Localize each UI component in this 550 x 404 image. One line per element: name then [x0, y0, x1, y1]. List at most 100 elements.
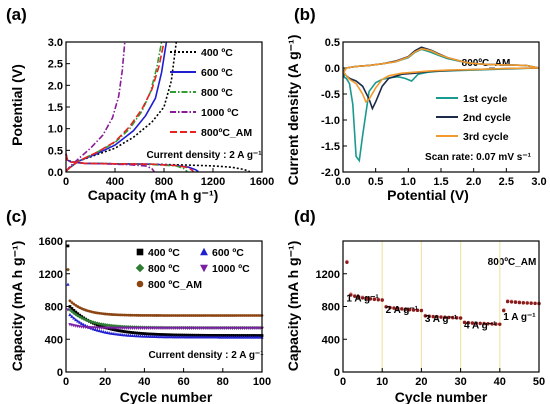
c-series-point: [129, 330, 133, 334]
c-series-point: [95, 328, 100, 332]
c-series-point: [137, 313, 140, 317]
c-series-point: [141, 332, 144, 335]
c-series-point: [99, 329, 103, 333]
a-legend-label: 400 ºC: [201, 47, 233, 59]
a-xtick-label: 400: [106, 176, 124, 188]
c-series-point: [207, 314, 211, 317]
d-xtick-label: 50: [533, 376, 545, 388]
c-series-point: [158, 314, 162, 317]
c-series-point: [188, 314, 191, 317]
c-series-point: [203, 314, 207, 317]
c-series-point: [117, 324, 121, 329]
c-legend-label: 400 ºC: [148, 247, 180, 259]
a-ytick-label: 3.0: [48, 37, 63, 49]
d-series-point: [384, 305, 388, 309]
c-series-point: [143, 332, 146, 336]
c-series-point: [152, 314, 156, 317]
c-series-point: [139, 313, 142, 317]
c-series-point: [252, 314, 256, 317]
panel-b-label: (b): [294, 5, 316, 24]
a-series-charge-line: [65, 41, 126, 172]
c-series-point: [172, 314, 176, 317]
c-series-point: [74, 310, 78, 314]
c-legend-marker: [135, 263, 145, 273]
d-xtick-label: 30: [454, 376, 466, 388]
c-series-point: [168, 314, 172, 317]
panel-c-ylabel: Capacity (mA h g⁻¹): [9, 241, 25, 372]
panel-b-sample-label: 800ºC_AM: [462, 58, 511, 69]
c-series-point: [95, 321, 100, 326]
d-series-point: [388, 306, 392, 310]
d-series-point: [439, 315, 443, 319]
a-ytick-label: 0.5: [48, 145, 63, 157]
b-legend-label: 3rd cycle: [463, 131, 509, 143]
d-series-point: [474, 321, 478, 325]
c-series-point: [164, 314, 168, 317]
c-series-point: [66, 308, 70, 312]
c-series-point: [70, 307, 74, 310]
d-series-point: [360, 296, 365, 300]
c-series-point: [211, 314, 215, 317]
c-xtick-label: 0: [63, 376, 69, 388]
d-series-point: [533, 301, 537, 306]
c-legend-label: 800 ºC: [148, 263, 180, 275]
c-series-point: [192, 314, 195, 317]
panel-b-ylabel: Current density (A g⁻¹): [285, 35, 301, 186]
c-series-point: [237, 314, 240, 317]
c-series-point: [190, 314, 193, 317]
c-series-point: [231, 314, 235, 317]
c-ytick-label: 0: [57, 367, 63, 379]
c-series-point: [133, 331, 136, 335]
d-series-point: [458, 316, 463, 320]
c-series-point: [146, 332, 150, 336]
c-series-point: [66, 244, 70, 248]
c-series-point: [97, 324, 101, 328]
panel-a-frame: [65, 41, 263, 173]
d-xtick-label: 10: [376, 376, 388, 388]
c-ytick-label: 400: [45, 334, 63, 346]
panel-c-label: (c): [6, 207, 27, 226]
c-series-point: [176, 314, 180, 317]
c-xtick-label: 40: [138, 376, 150, 388]
c-series-point: [154, 314, 158, 317]
d-series-point: [427, 314, 431, 319]
c-series-point: [180, 333, 184, 337]
d-series-point: [482, 321, 486, 326]
b-xtick-label: 0.5: [368, 176, 383, 188]
d-series-point: [462, 320, 467, 325]
c-series-point: [241, 314, 244, 317]
d-series-point: [356, 295, 361, 299]
c-series-point: [129, 313, 133, 317]
b-ytick-label: 0.5: [325, 37, 340, 49]
d-series-point: [466, 321, 471, 325]
d-series-point: [451, 316, 455, 320]
c-series-point: [186, 314, 189, 317]
a-ytick-label: 2.0: [48, 80, 63, 92]
a-series-discharge-line: [65, 153, 194, 173]
c-series-point: [103, 322, 108, 327]
c-series-point: [125, 330, 129, 334]
c-series-point: [144, 313, 148, 317]
c-series-point: [258, 314, 262, 317]
c-series-point: [195, 314, 199, 317]
d-series-point: [423, 314, 428, 318]
c-series-point: [166, 314, 170, 317]
d-series-point: [443, 315, 447, 320]
c-series-point: [150, 332, 154, 336]
c-series-point: [182, 333, 185, 337]
b-xtick-label: 0.0: [335, 176, 350, 188]
d-series-point: [494, 322, 498, 326]
a-series-charge-line: [65, 41, 163, 172]
panel-d-xlabel: Cycle number: [395, 389, 488, 404]
c-series-point: [143, 313, 146, 317]
d-series-point: [498, 322, 502, 326]
c-series-point: [150, 314, 154, 317]
c-series-point: [160, 314, 164, 317]
c-series-point: [174, 333, 178, 337]
c-series-point: [162, 314, 166, 317]
c-series-point: [131, 331, 135, 335]
c-series-point: [66, 268, 70, 272]
panel-a-xlabel: Capacity (mA h g⁻¹): [88, 187, 219, 203]
b-ytick-label: -0.5: [321, 89, 340, 101]
d-ytick-label: 1200: [316, 269, 340, 281]
